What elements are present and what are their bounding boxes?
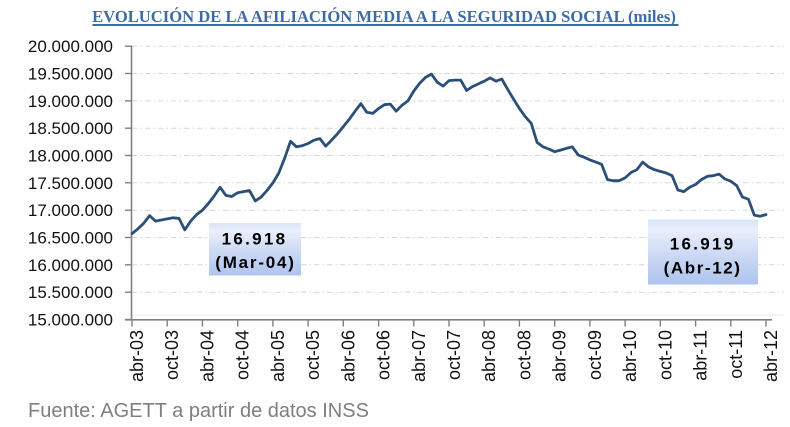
svg-text:abr-11: abr-11 — [691, 330, 711, 381]
svg-text:17.500.000: 17.500.000 — [28, 174, 113, 193]
svg-text:abr-07: abr-07 — [409, 330, 429, 382]
svg-text:oct-03: oct-03 — [162, 330, 182, 380]
svg-text:19.500.000: 19.500.000 — [28, 65, 113, 84]
svg-text:abr-05: abr-05 — [268, 330, 288, 382]
svg-text:16.500.000: 16.500.000 — [28, 229, 113, 248]
svg-text:abr-08: abr-08 — [479, 330, 499, 382]
svg-text:oct-10: oct-10 — [655, 330, 675, 380]
svg-text:abr-12: abr-12 — [761, 330, 781, 382]
svg-text:oct-04: oct-04 — [233, 330, 253, 380]
svg-text:16.000.000: 16.000.000 — [28, 256, 113, 275]
svg-text:abr-04: abr-04 — [197, 330, 217, 382]
svg-text:abr-03: abr-03 — [127, 330, 147, 382]
svg-text:oct-08: oct-08 — [514, 330, 534, 380]
svg-text:18.000.000: 18.000.000 — [28, 147, 113, 166]
svg-text:19.000.000: 19.000.000 — [28, 92, 113, 111]
svg-text:15.500.000: 15.500.000 — [28, 283, 113, 302]
svg-text:abr-09: abr-09 — [550, 330, 570, 382]
svg-text:(Abr-12): (Abr-12) — [664, 259, 742, 278]
svg-text:EVOLUCIÓN DE LA AFILIACIÓN MED: EVOLUCIÓN DE LA AFILIACIÓN MEDIA A LA SE… — [92, 7, 676, 26]
svg-text:abr-10: abr-10 — [620, 330, 640, 382]
svg-text:18.500.000: 18.500.000 — [28, 119, 113, 138]
svg-text:Fuente: AGETT a partir de dato: Fuente: AGETT a partir de datos INSS — [28, 400, 369, 422]
svg-text:oct-05: oct-05 — [303, 330, 323, 380]
svg-text:15.000.000: 15.000.000 — [28, 311, 113, 330]
svg-text:16.919: 16.919 — [670, 235, 736, 254]
svg-text:16.918: 16.918 — [222, 229, 288, 248]
svg-text:20.000.000: 20.000.000 — [28, 37, 113, 56]
svg-text:oct-09: oct-09 — [585, 330, 605, 380]
svg-text:oct-07: oct-07 — [444, 330, 464, 380]
svg-text:oct-11: oct-11 — [726, 330, 746, 379]
svg-text:17.000.000: 17.000.000 — [28, 201, 113, 220]
svg-text:oct-06: oct-06 — [374, 330, 394, 380]
svg-text:(Mar-04): (Mar-04) — [215, 253, 296, 272]
svg-text:abr-06: abr-06 — [338, 330, 358, 382]
